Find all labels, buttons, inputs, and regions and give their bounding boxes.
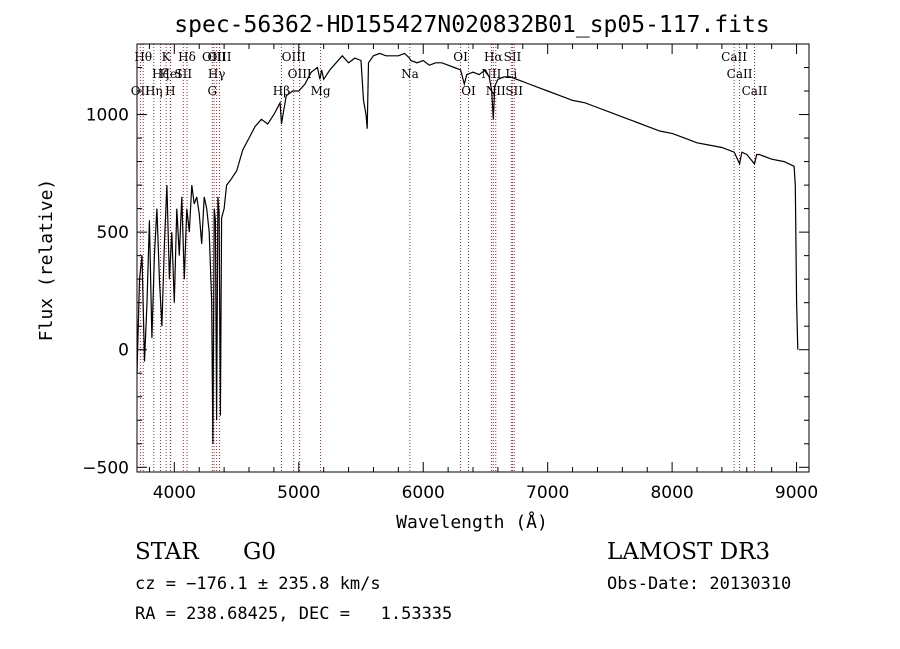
line-label: SII [504,50,522,64]
line-label: CaII [727,67,753,81]
line-label: CaII [721,50,747,64]
line-label: OIII [288,67,312,81]
survey-label: LAMOST DR3 [607,539,771,565]
line-label: NII [481,67,501,81]
x-tick-label: 9000 [775,483,818,503]
line-label: H [165,84,175,98]
y-tick-label: 0 [118,341,129,361]
line-label: Hγ [208,67,226,81]
line-label: OI [453,50,468,64]
spectrum-chart: spec-56362-HD155427N020832B01_sp05-117.f… [36,12,818,533]
line-label: Hζ [152,67,169,81]
y-axis-label: Flux (relative) [36,179,57,342]
y-tick-label: −500 [82,458,129,478]
line-label: HeI [159,67,182,81]
plot-frame [136,43,810,473]
line-label: OIII [202,50,226,64]
x-tick-label: 8000 [650,483,693,503]
line-markers [139,44,755,472]
x-tick-label: 7000 [526,483,569,503]
y-tick-label: 1000 [86,106,129,126]
line-label: Li [505,67,517,81]
line-label: Hθ [134,50,152,64]
radec-text: RA = 238.68425, DEC = 1.53335 [135,604,453,624]
x-tick-label: 6000 [402,483,445,503]
y-tick-label: 500 [97,223,129,243]
line-label: OIII [282,50,306,64]
line-label: Hη [145,84,163,98]
line-label: CaII [742,84,768,98]
line-label: Hδ [178,50,196,64]
line-label: G [207,84,217,98]
axis-ticks: 4000 5000 6000 7000 8000 9000 −500 0 500 1000 [82,44,818,503]
obs-date-text: Obs-Date: 20130310 [607,574,792,594]
line-label: Hα [484,50,503,64]
line-label: Mg [311,84,331,98]
redshift-text: cz = −176.1 ± 235.8 km/s [135,574,381,594]
spectrum-series [136,52,799,444]
chart-title: spec-56362-HD155427N020832B01_sp05-117.f… [174,12,769,38]
x-tick-label: 4000 [153,483,196,503]
line-label: SII [174,67,192,81]
subclass-label: G0 [243,539,277,565]
x-tick-label: 5000 [277,483,320,503]
line-label: Hβ [273,84,290,98]
line-label: K [162,50,172,64]
line-label: OIII [207,50,231,64]
line-label: NII [486,84,506,98]
class-label: STAR [135,539,199,565]
line-label: Na [401,67,419,81]
x-axis-label: Wavelength (Å) [396,511,548,533]
line-label: OI [461,84,476,98]
line-label: SII [505,84,523,98]
